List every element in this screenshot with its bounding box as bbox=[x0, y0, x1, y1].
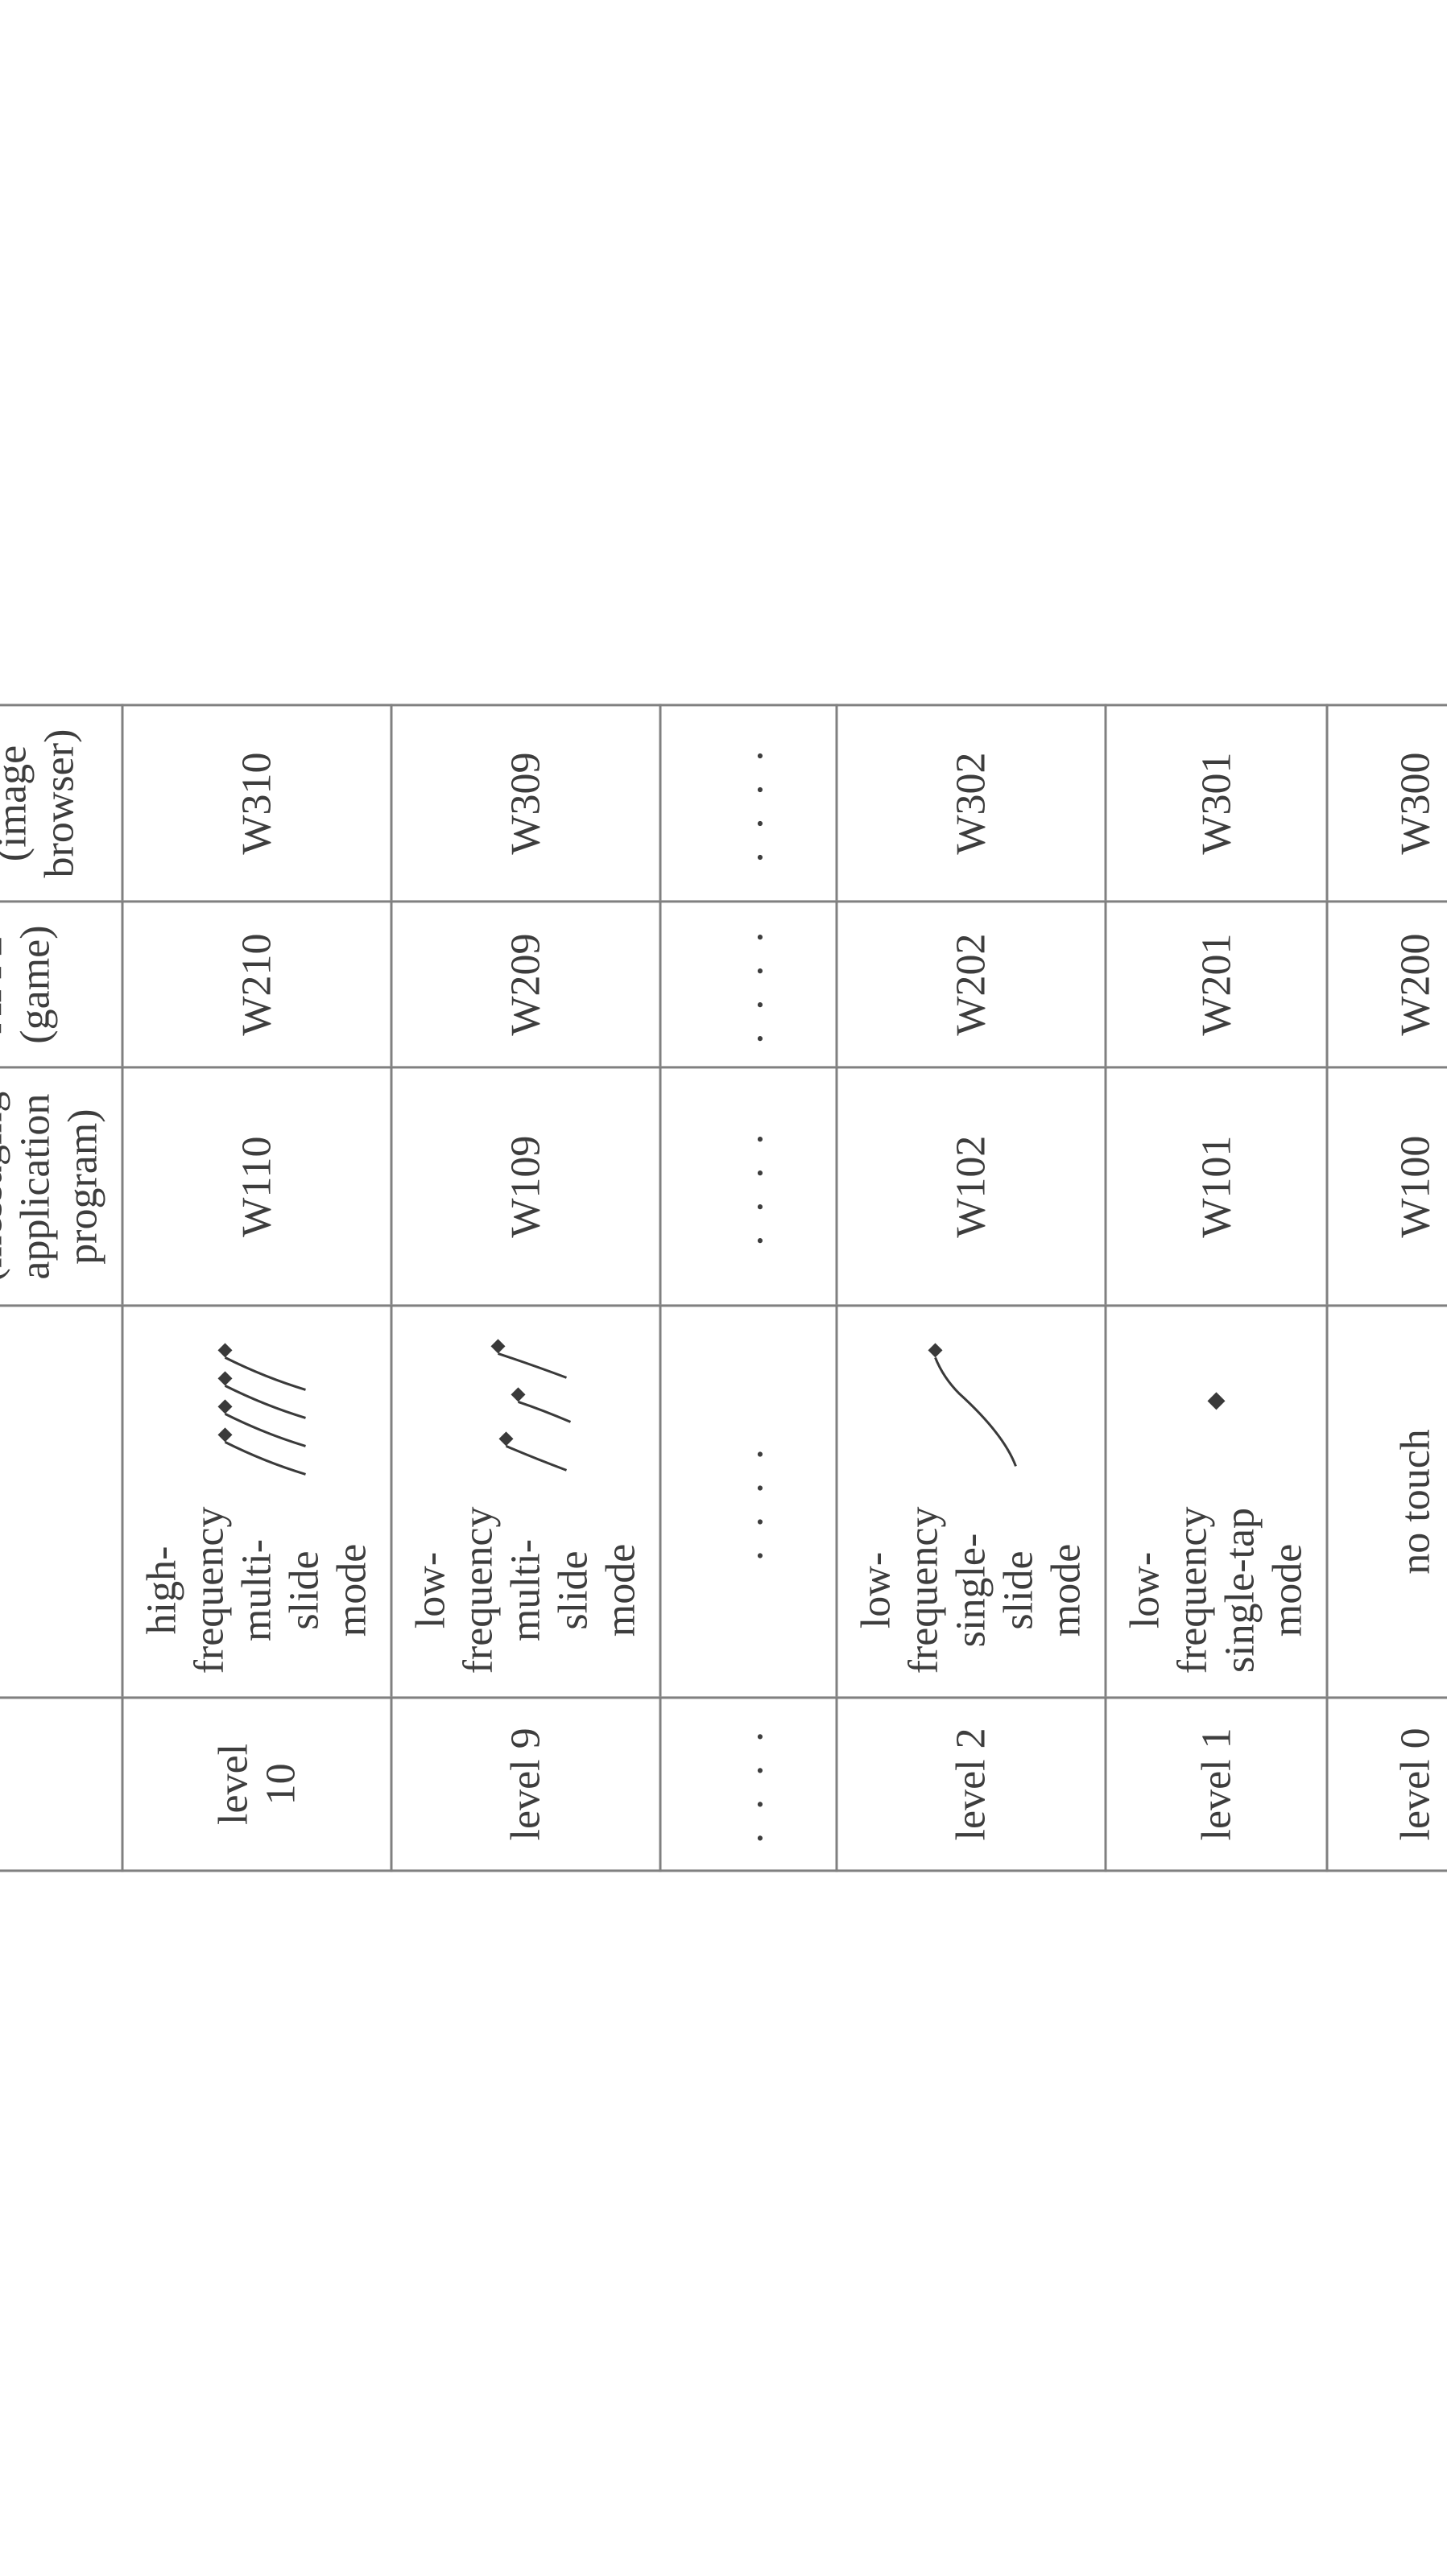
cell-app3: W301 bbox=[1106, 705, 1327, 902]
cell-level: . . . . bbox=[660, 1698, 837, 1871]
cell-mode: . . . . bbox=[660, 1306, 837, 1698]
header-touch-mode: touch motion mode bbox=[0, 1306, 122, 1698]
header-app3: APP3(image browser) bbox=[0, 705, 122, 902]
cell-app1: W109 bbox=[391, 1067, 660, 1306]
multi-slide-4-icon bbox=[201, 1330, 313, 1491]
cell-app3: W302 bbox=[837, 705, 1106, 902]
cell-app2: . . . . bbox=[660, 902, 837, 1067]
cell-app1: . . . . bbox=[660, 1067, 837, 1306]
mode-label: low-frequencymulti-slide mode bbox=[407, 1507, 644, 1674]
cell-level: level 2 bbox=[837, 1698, 1106, 1871]
table-row: . . . . . . . . . . . . . . . . . . . . bbox=[660, 705, 837, 1871]
cell-level: level 10 bbox=[122, 1698, 391, 1871]
cell-app1: W110 bbox=[122, 1067, 391, 1306]
cell-mode: high-frequencymulti-slide mode bbox=[122, 1306, 391, 1698]
cell-app3: W309 bbox=[391, 705, 660, 902]
cell-level: level 0 bbox=[1327, 1698, 1447, 1871]
header-loading-level: loading level bbox=[0, 1698, 122, 1871]
mode-label: high-frequencymulti-slide mode bbox=[138, 1507, 375, 1674]
table-row: level 0 no touch W100 W200 W300 bbox=[1327, 705, 1447, 1871]
page: loading level touch motion mode weight o… bbox=[0, 0, 1447, 2576]
cell-app3: W310 bbox=[122, 705, 391, 902]
table-row: level 9 low-frequencymulti-slide mode bbox=[391, 705, 660, 1871]
multi-slide-3-icon bbox=[469, 1330, 582, 1491]
cell-mode: low-frequencysingle-slide mode bbox=[837, 1306, 1106, 1698]
rotated-container: loading level touch motion mode weight o… bbox=[0, 704, 1447, 1872]
cell-level: level 9 bbox=[391, 1698, 660, 1871]
cell-app2: W200 bbox=[1327, 902, 1447, 1067]
cell-app2: W202 bbox=[837, 902, 1106, 1067]
cell-app2: W209 bbox=[391, 902, 660, 1067]
cell-app1: W100 bbox=[1327, 1067, 1447, 1306]
table-row: level 10 high-frequencymulti-slide mode bbox=[122, 705, 391, 1871]
content: loading level touch motion mode weight o… bbox=[0, 704, 1447, 1872]
cell-app1: W102 bbox=[837, 1067, 1106, 1306]
cell-mode: low-frequencymulti-slide mode bbox=[391, 1306, 660, 1698]
header-app2: APP2(game) bbox=[0, 902, 122, 1067]
single-tap-icon bbox=[1160, 1330, 1272, 1491]
cell-mode: low-frequencysingle-tap mode bbox=[1106, 1306, 1327, 1698]
touch-mode-table: loading level touch motion mode weight o… bbox=[0, 704, 1447, 1872]
table-row: level 1 low-frequencysingle-tap mode W10… bbox=[1106, 705, 1327, 1871]
header-app1: APP1(messaging application program) bbox=[0, 1067, 122, 1306]
mode-label: low-frequencysingle-tap mode bbox=[1121, 1507, 1311, 1674]
cell-app1: W101 bbox=[1106, 1067, 1327, 1306]
cell-mode: no touch bbox=[1327, 1306, 1447, 1698]
cell-app3: . . . . bbox=[660, 705, 837, 902]
single-slide-icon bbox=[915, 1330, 1027, 1491]
table-row: level 2 low-frequencysingle-slide mode bbox=[837, 705, 1106, 1871]
cell-app3: W300 bbox=[1327, 705, 1447, 902]
mode-label: low-frequencysingle-slide mode bbox=[852, 1507, 1089, 1674]
cell-app2: W201 bbox=[1106, 902, 1327, 1067]
cell-app2: W210 bbox=[122, 902, 391, 1067]
cell-level: level 1 bbox=[1106, 1698, 1327, 1871]
